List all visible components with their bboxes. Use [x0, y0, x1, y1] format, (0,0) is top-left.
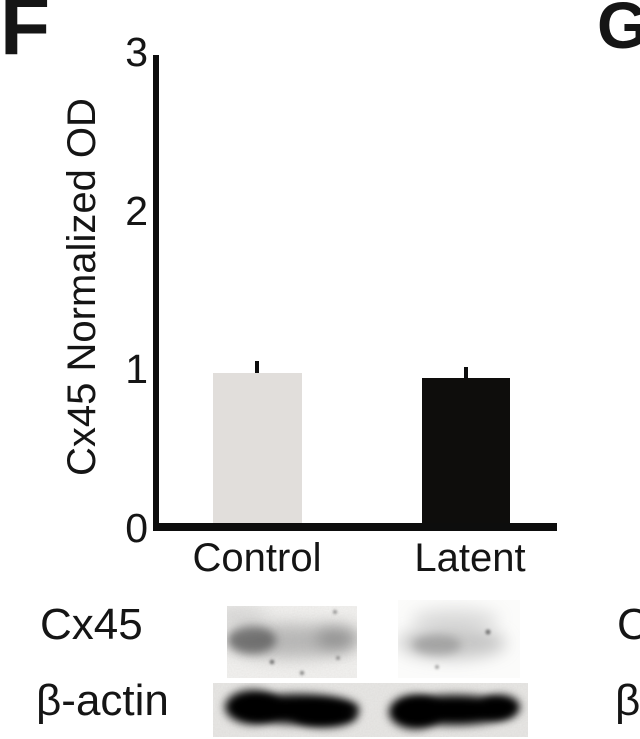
y-axis-title: Cx45 Normalized OD	[60, 98, 104, 476]
blot-cx45-lane-control	[227, 606, 357, 678]
blot-row-label-beta-actin: β-actin	[36, 676, 169, 725]
western-blot-image	[213, 600, 528, 737]
blot-cx45-lane-latent	[398, 600, 520, 678]
blot-beta-actin-strip	[213, 683, 528, 737]
next-panel-label-cx45-partial: C	[617, 600, 640, 649]
panel-label-f: F	[0, 0, 51, 72]
bar-control	[213, 373, 302, 523]
x-label-latent: Latent	[414, 536, 526, 580]
next-panel-label-beta-actin-partial: β	[615, 676, 640, 725]
blot-row-label-cx45: Cx45	[40, 600, 143, 649]
y-axis-line	[153, 55, 159, 531]
x-axis-line	[153, 523, 557, 531]
panel-label-g-partial: G	[597, 0, 640, 62]
y-tick-label: 0	[125, 505, 148, 551]
bar-latent	[422, 377, 510, 523]
error-bar-latent	[464, 367, 468, 381]
y-tick-label: 3	[125, 28, 148, 75]
x-label-control: Control	[192, 536, 322, 580]
error-bar-control	[255, 361, 259, 376]
